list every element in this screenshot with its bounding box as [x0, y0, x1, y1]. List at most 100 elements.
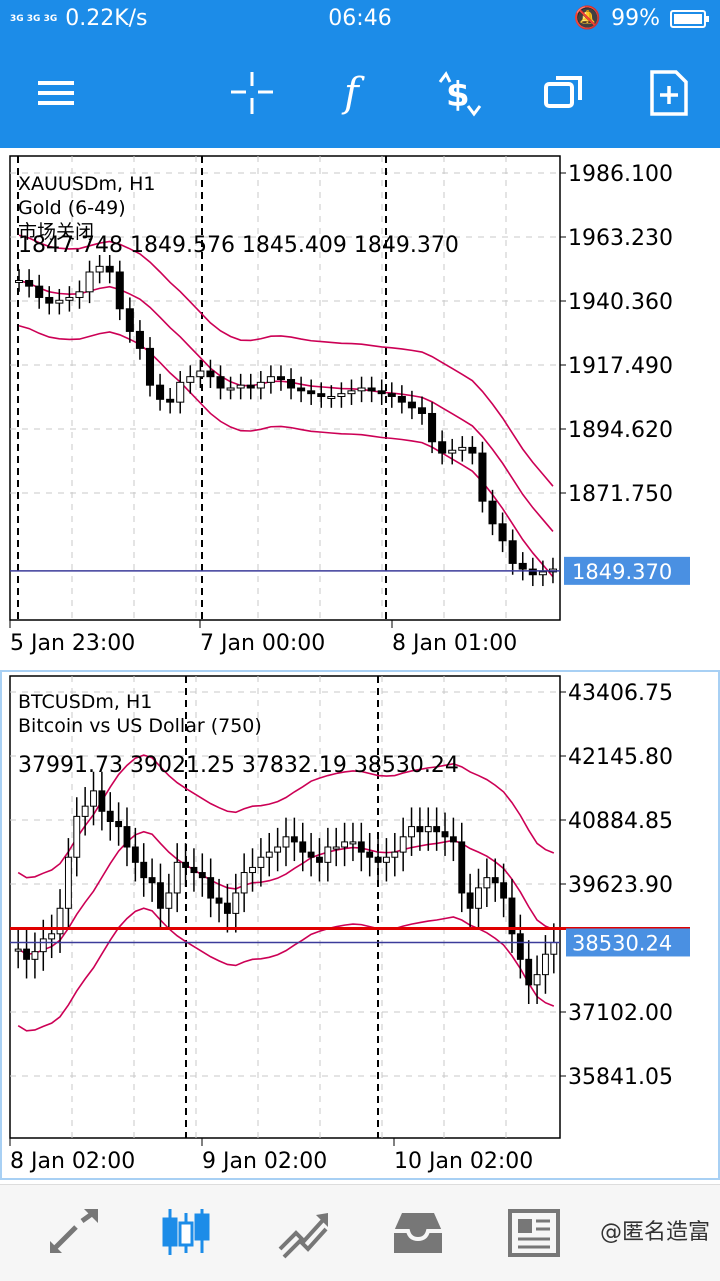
battery-icon [670, 9, 709, 28]
candle [274, 846, 282, 853]
price-tag [566, 928, 690, 957]
candle [176, 381, 185, 403]
history-icon[interactable] [390, 1205, 446, 1261]
candle [458, 841, 466, 894]
candle [299, 841, 307, 853]
candle [135, 330, 144, 349]
candle [45, 296, 54, 304]
trade-icon[interactable] [276, 1205, 332, 1261]
candle [198, 872, 206, 879]
candle [347, 390, 356, 395]
y-tick-label: 42145.80 [568, 745, 673, 770]
network-speed: 0.22K/s [65, 6, 148, 31]
x-tick-label: 5 Jan 23:00 [10, 631, 135, 656]
candle [475, 887, 482, 909]
y-tick-label: 1894.620 [568, 418, 673, 443]
candle [349, 841, 357, 845]
candle [276, 376, 285, 381]
candle [15, 279, 24, 283]
bottom-nav [0, 1184, 720, 1281]
candle [367, 387, 376, 392]
chart-symbol: XAUUSDm, H1 [18, 173, 155, 195]
candle [125, 308, 134, 332]
candle [257, 856, 265, 868]
candle [75, 291, 84, 298]
market-status: 市场关闭 [18, 221, 94, 243]
candle [538, 571, 547, 576]
y-tick-label: 1963.230 [568, 226, 673, 251]
windows-icon[interactable] [540, 68, 590, 118]
chart-panel-xauusd[interactable]: 1986.100 1963.230 1940.360 1917.490 1894.620… [0, 152, 720, 664]
watermark: @匿名造富 [599, 1220, 710, 1245]
quotes-icon[interactable] [46, 1205, 102, 1261]
candle [466, 892, 474, 909]
candle [25, 279, 34, 287]
candle [327, 395, 336, 399]
candle [508, 897, 516, 935]
candle [468, 446, 477, 454]
candle [498, 523, 507, 542]
candle [256, 381, 265, 389]
last-price-label: 38530.24 [572, 931, 672, 955]
candle [246, 384, 255, 389]
candle [307, 851, 315, 858]
y-tick-label: 1917.490 [568, 354, 673, 379]
chart-description: Gold (6-49) [18, 197, 126, 219]
chart-icon[interactable] [158, 1205, 214, 1261]
crosshair-icon[interactable] [227, 68, 277, 118]
candle [528, 568, 537, 576]
y-tick-label: 37102.00 [568, 1001, 673, 1026]
candle [516, 933, 524, 960]
candle [399, 836, 407, 853]
bell-off-icon: 🔕 [573, 6, 602, 31]
candle [337, 393, 346, 397]
indicators-icon[interactable]: f [330, 68, 380, 118]
candle [249, 866, 256, 874]
candle [90, 790, 97, 807]
clock: 06:46 [328, 6, 392, 31]
candle [424, 826, 432, 833]
price-tag [564, 556, 690, 585]
btcusd-chart[interactable]: 43406.75 42145.80 40884.85 39623.90 37102.00… [2, 672, 718, 1178]
y-tick-label: 43406.75 [568, 681, 673, 706]
trade-icon[interactable]: $ [434, 68, 484, 118]
lower-band [17, 907, 555, 1032]
candle [265, 851, 273, 858]
y-tick-label: 1940.360 [568, 290, 673, 315]
candle [357, 841, 365, 853]
chart-panel-btcusd[interactable]: 43406.75 42145.80 40884.85 39623.90 37102.00… [0, 670, 720, 1180]
candle [157, 882, 164, 909]
candle [23, 948, 30, 960]
candle [215, 897, 223, 904]
candle [508, 540, 517, 564]
x-tick-label: 8 Jan 01:00 [392, 631, 517, 656]
toolbar: f $ [0, 38, 720, 148]
candle [196, 370, 205, 378]
candle [81, 805, 89, 817]
candle [131, 846, 139, 863]
candle [500, 882, 508, 899]
candle [48, 933, 56, 940]
menu-icon[interactable] [32, 68, 82, 118]
y-tick-label: 35841.05 [568, 1065, 673, 1090]
candle [397, 395, 406, 403]
candle [316, 856, 323, 863]
candle [287, 379, 296, 389]
candle [374, 856, 382, 863]
candle [478, 452, 487, 502]
candle [533, 974, 541, 986]
candle [266, 376, 275, 383]
middle-band [18, 279, 554, 532]
xauusd-chart[interactable]: 1986.100 1963.230 1940.360 1917.490 1894.620… [0, 152, 720, 664]
candle [438, 441, 447, 454]
new-order-icon[interactable] [644, 68, 694, 118]
candle [186, 376, 195, 383]
candle [525, 958, 533, 986]
last-price-label: 1849.370 [572, 560, 672, 584]
candle [408, 826, 415, 838]
candle [123, 826, 131, 848]
candle [115, 820, 123, 828]
news-icon[interactable] [506, 1205, 562, 1261]
upper-band [18, 234, 554, 487]
candle [31, 951, 39, 960]
